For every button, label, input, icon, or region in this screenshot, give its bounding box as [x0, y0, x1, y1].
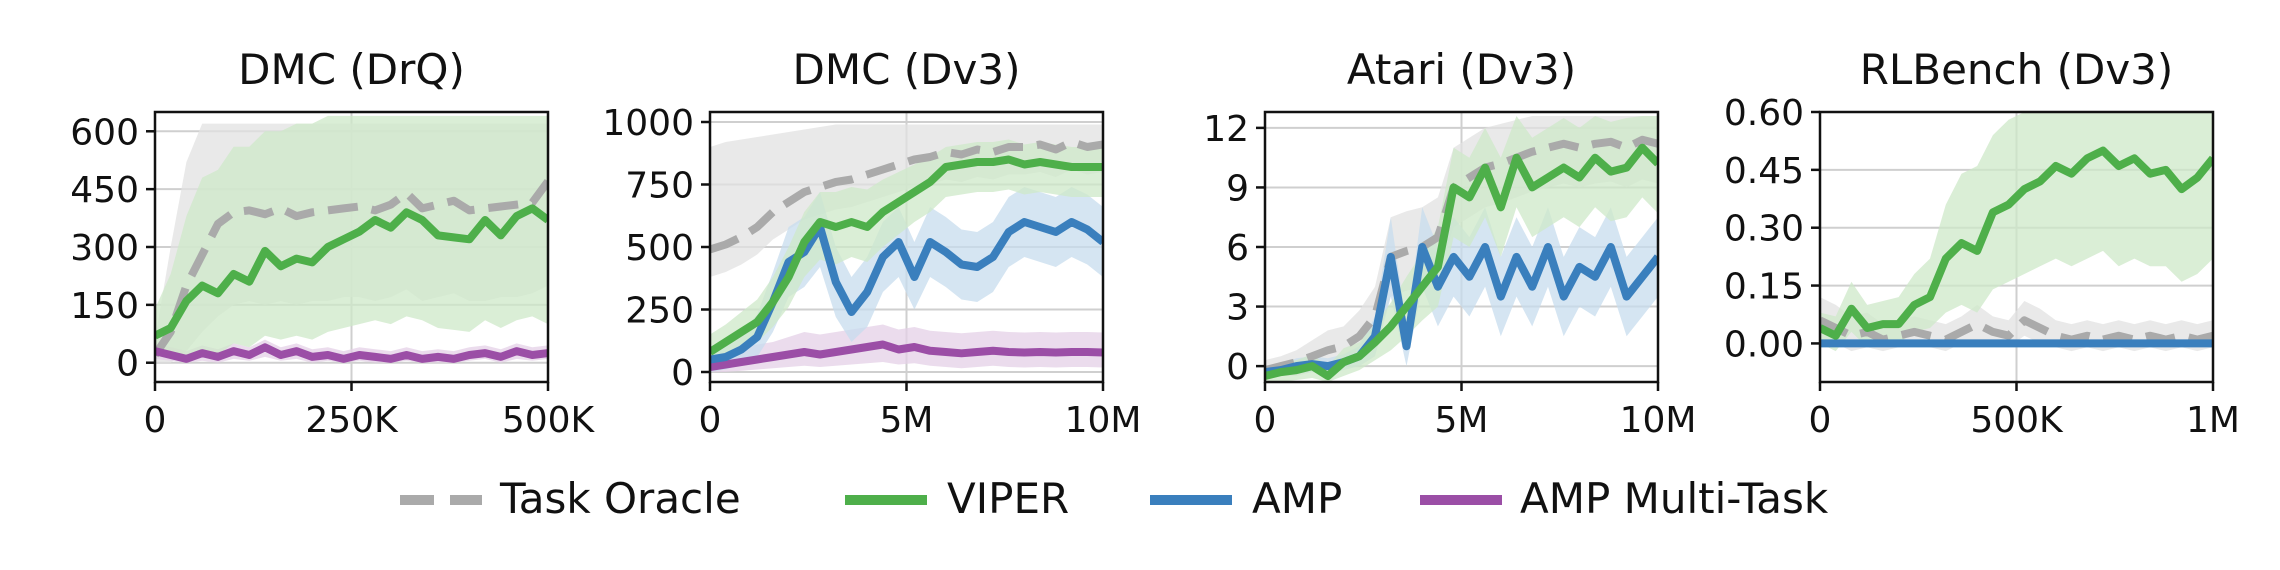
series-line-amp: [1265, 243, 1658, 377]
plot-area: [1820, 112, 2213, 352]
y-tick-label: 0: [1226, 347, 1249, 388]
confidence-band-viper: [1265, 116, 1658, 382]
chart-panel-3: 0 5M 10M 0 3 6 9 12 Atari (Dv3): [1203, 45, 1696, 441]
y-tick-label: 9: [1226, 168, 1249, 209]
y-tick-label: 3: [1226, 288, 1249, 329]
y-tick-label: 0.00: [1724, 324, 1804, 365]
y-tick-label: 0.15: [1724, 267, 1804, 308]
chart-title: RLBench (Dv3): [1860, 45, 2174, 94]
plot-area: [710, 124, 1103, 372]
legend-item-oracle: Task Oracle: [400, 474, 741, 523]
y-tick-label: 1000: [602, 103, 694, 144]
x-tick-label: 0: [1254, 400, 1277, 441]
series-line-amp-multi: [155, 343, 548, 363]
legend-label-oracle: Task Oracle: [499, 474, 741, 523]
series-line-viper: [710, 155, 1103, 356]
series-line-oracle: [710, 138, 1103, 254]
chart-panel-4: 0 500K 1M 0.00 0.15 0.30 0.45 0.60 RLBench (Dv3): [1724, 45, 2240, 441]
y-tick-label: 150: [70, 286, 139, 327]
chart-title: DMC (DrQ): [238, 45, 465, 94]
legend-item-amp: AMP: [1150, 474, 1342, 523]
x-tick-label: 250K: [305, 400, 399, 441]
y-tick-label: 0.30: [1724, 209, 1804, 250]
legend-label-amp-multi: AMP Multi-Task: [1520, 474, 1829, 523]
plot-area: [155, 115, 548, 363]
legend-item-viper: VIPER: [845, 474, 1069, 523]
series-line-oracle: [1820, 316, 2213, 344]
x-tick-label: 5M: [880, 400, 934, 441]
legend-item-amp-multi: AMP Multi-Task: [1420, 474, 1829, 523]
series-line-viper: [1820, 146, 2213, 340]
x-tick-label: 500K: [502, 400, 596, 441]
x-tick-label: 500K: [1970, 400, 2064, 441]
chart-panel-2: 0 5M 10M 0 250 500 750 1000 DMC (Dv3): [602, 45, 1141, 441]
x-tick-label: 10M: [1065, 400, 1142, 441]
y-tick-label: 0.60: [1724, 93, 1804, 134]
x-tick-label: 5M: [1435, 400, 1489, 441]
legend: Task Oracle VIPER AMP AMP Multi-Task: [400, 474, 1829, 523]
y-tick-label: 450: [70, 170, 139, 211]
series-line-oracle: [1265, 135, 1658, 374]
y-tick-label: 0.45: [1724, 151, 1804, 192]
legend-label-viper: VIPER: [947, 474, 1069, 523]
chart-title: Atari (Dv3): [1347, 45, 1576, 94]
x-tick-label: 1M: [2186, 400, 2240, 441]
x-tick-label: 0: [1809, 400, 1832, 441]
x-tick-label: 0: [144, 400, 167, 441]
plot-area: [1265, 116, 1658, 382]
y-tick-label: 300: [70, 228, 139, 269]
confidence-band-viper: [1820, 112, 2213, 352]
chart-title: DMC (Dv3): [793, 45, 1021, 94]
chart-panel-1: 0 250K 500K 0 150 300 450 600 DMC (DrQ): [70, 45, 595, 441]
x-tick-label: 10M: [1620, 400, 1697, 441]
confidence-band-amp: [1265, 207, 1658, 378]
y-tick-label: 0: [671, 353, 694, 394]
y-tick-label: 500: [625, 228, 694, 269]
y-tick-label: 250: [625, 291, 694, 332]
y-tick-label: 0: [116, 344, 139, 385]
y-tick-label: 600: [70, 112, 139, 153]
series-line-amp-multi: [710, 340, 1103, 371]
x-tick-label: 0: [699, 400, 722, 441]
y-tick-label: 6: [1226, 228, 1249, 269]
legend-label-amp: AMP: [1252, 474, 1342, 523]
series-line-oracle: [155, 179, 548, 358]
y-tick-label: 750: [625, 166, 694, 207]
series-line-viper: [155, 204, 548, 340]
y-tick-label: 12: [1203, 109, 1249, 150]
series-line-viper: [1265, 143, 1658, 380]
